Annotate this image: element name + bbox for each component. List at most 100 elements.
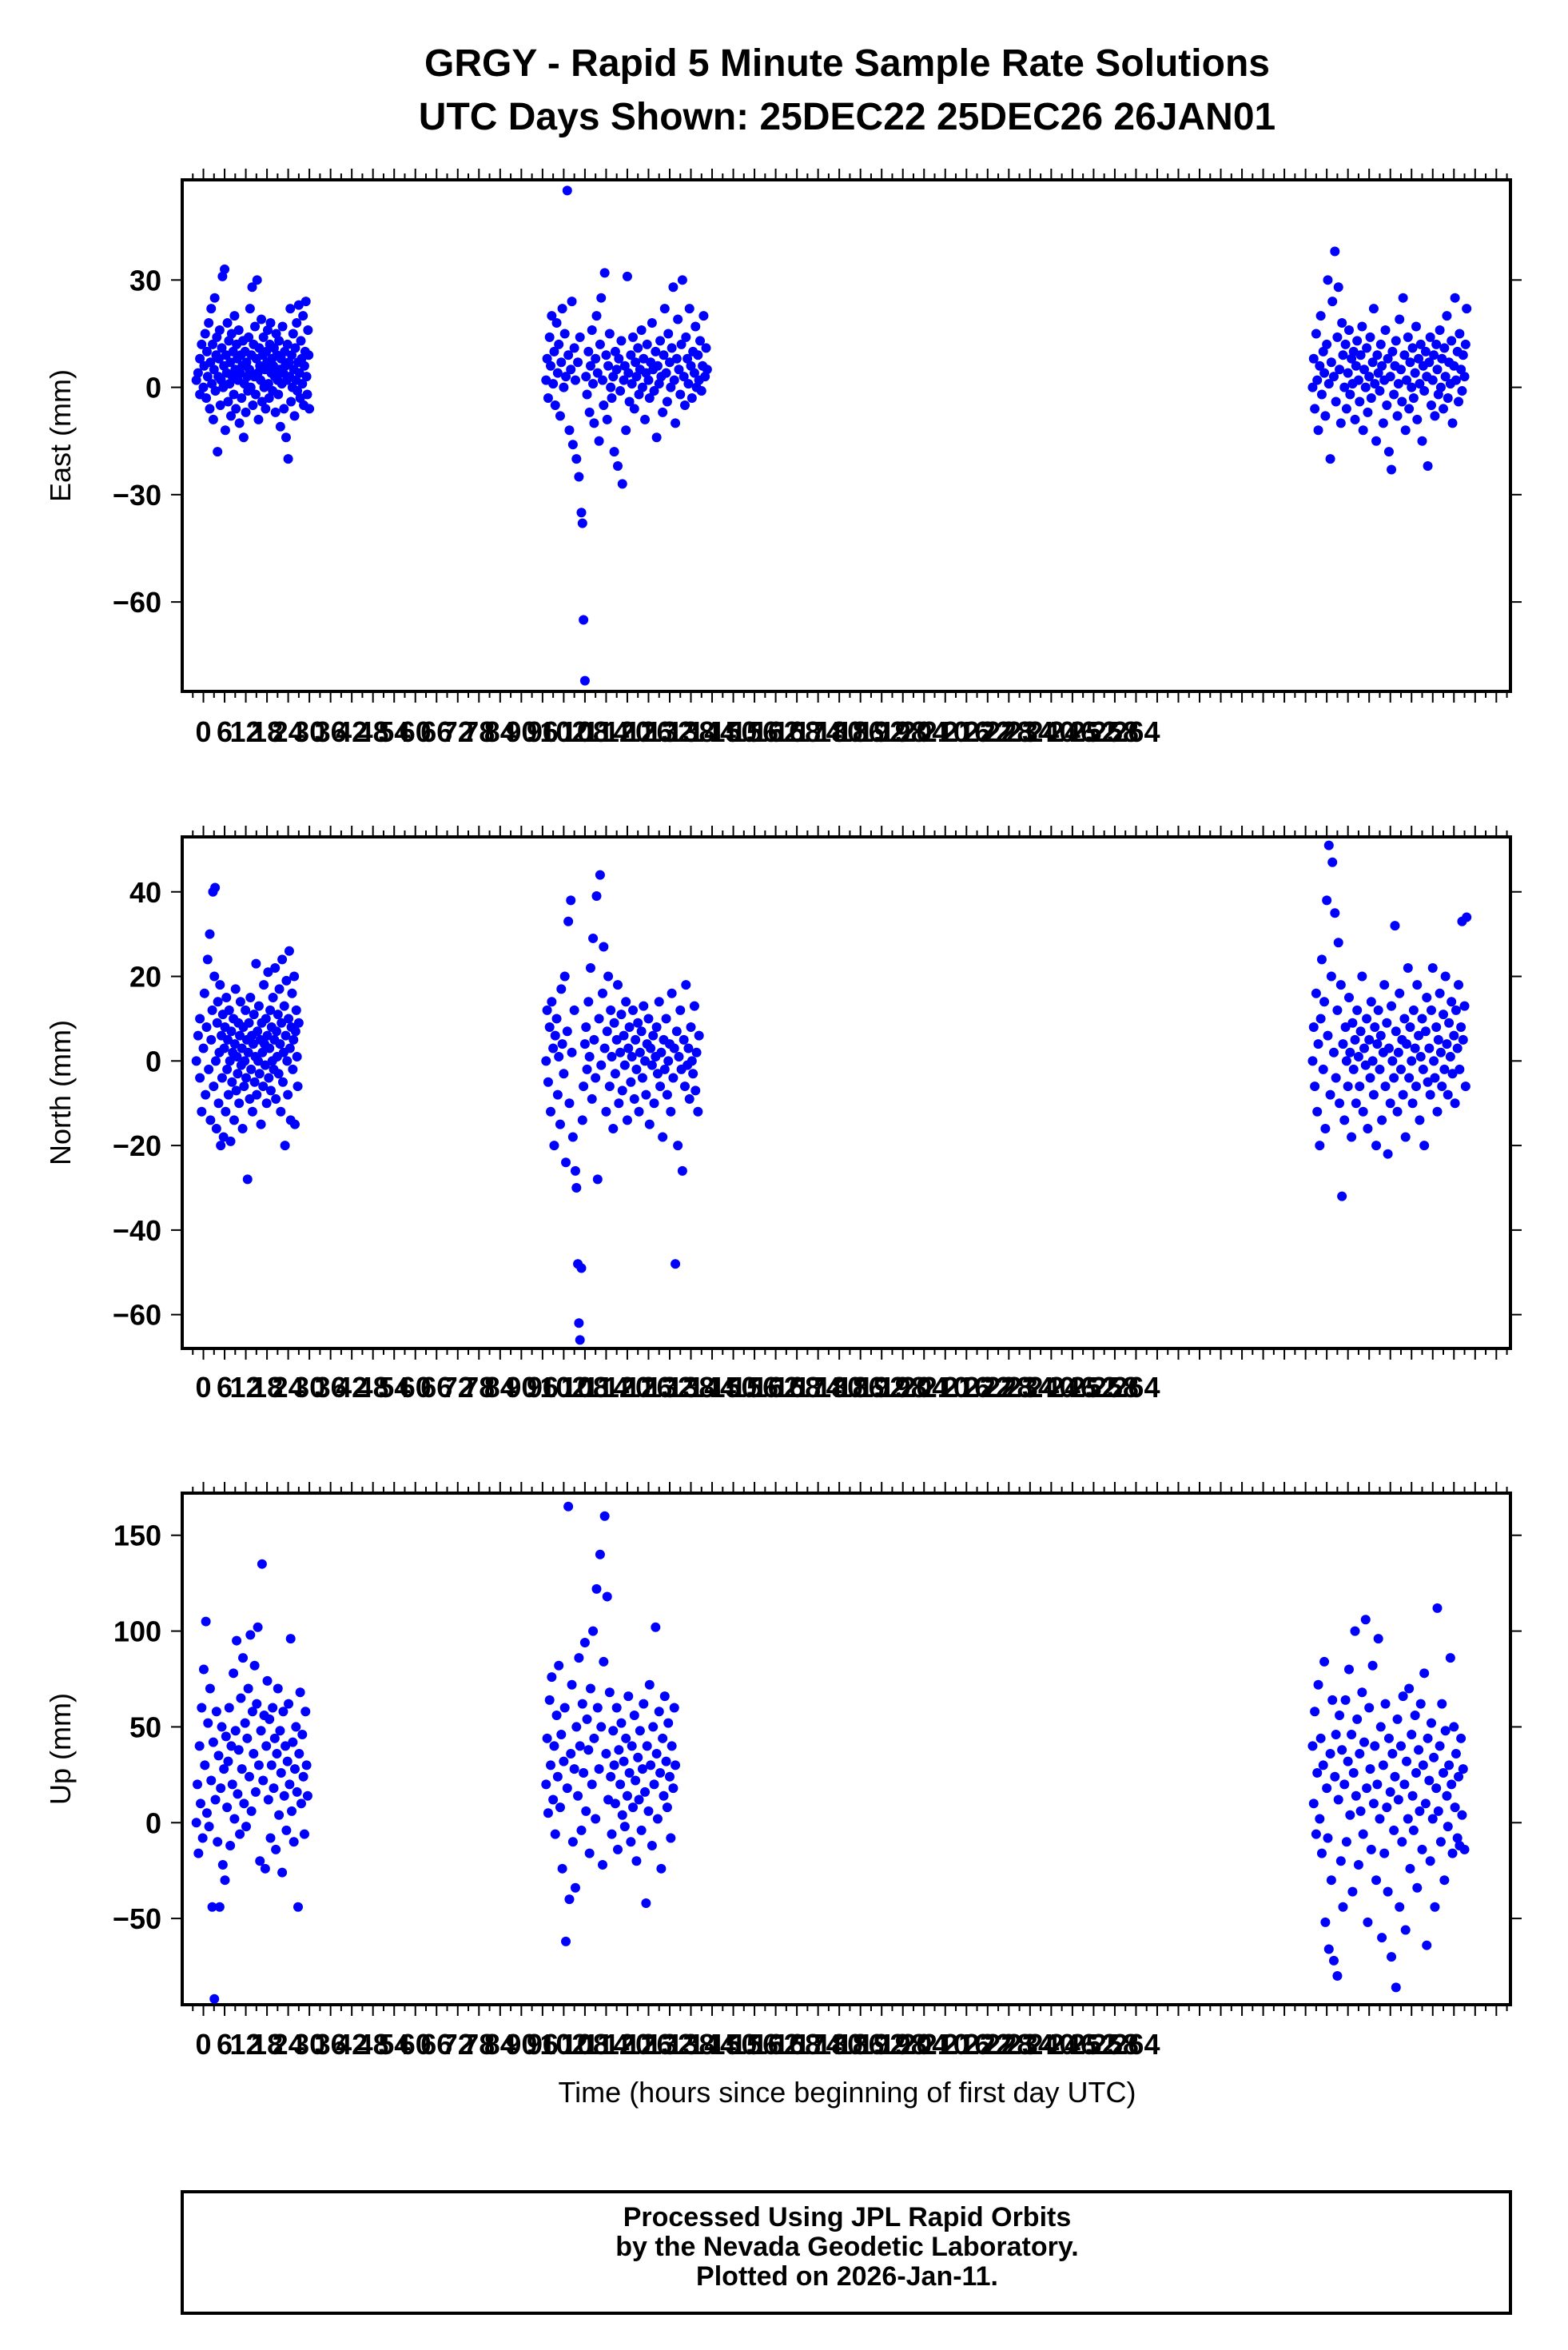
up-data-point (579, 1767, 589, 1778)
east-data-point (666, 382, 676, 392)
up-data-point (1400, 1925, 1411, 1935)
up-y-tick-label: 150 (113, 1520, 161, 1552)
north-data-point (652, 1069, 663, 1079)
north-data-point (253, 1056, 264, 1066)
north-data-point (1403, 962, 1413, 973)
up-data-point (569, 1764, 579, 1774)
east-data-point (292, 318, 302, 329)
up-data-point (654, 1707, 664, 1717)
east-data-point (210, 386, 221, 396)
east-data-point (1431, 339, 1442, 349)
north-data-point (1408, 1005, 1419, 1015)
east-data-point (554, 339, 564, 349)
east-data-point (258, 332, 269, 342)
up-data-point (1407, 1790, 1418, 1801)
north-data-point (198, 1043, 209, 1054)
east-data-point (584, 407, 595, 417)
up-data-point (562, 1783, 572, 1794)
east-data-point (1460, 339, 1470, 349)
up-data-point (555, 1802, 565, 1813)
north-data-point (631, 1034, 641, 1045)
north-data-point (1385, 1098, 1395, 1109)
east-data-point (225, 411, 236, 421)
up-data-point (300, 1707, 311, 1717)
up-data-point (210, 1794, 221, 1805)
north-data-point (1350, 1034, 1360, 1045)
north-data-point (277, 1018, 287, 1028)
east-data-point (668, 282, 679, 293)
north-data-point (1375, 1064, 1385, 1074)
north-data-point (225, 1056, 235, 1066)
up-data-point (663, 1718, 674, 1728)
north-data-point (284, 946, 294, 956)
up-y-tick-label: 100 (113, 1615, 161, 1648)
north-data-point (283, 1089, 293, 1100)
north-y-tick-label: 20 (129, 961, 161, 994)
east-data-point (1387, 464, 1397, 475)
east-data-point (1375, 339, 1386, 349)
north-data-point (1443, 1089, 1453, 1100)
north-y-tick-label: −20 (113, 1129, 161, 1162)
north-data-point (599, 942, 609, 952)
north-data-point (1427, 962, 1438, 973)
up-data-point (651, 1748, 662, 1759)
north-data-point (615, 1047, 626, 1058)
north-data-point (240, 1056, 250, 1066)
north-data-point (1375, 1030, 1386, 1041)
up-data-point (1391, 1982, 1401, 1993)
up-x-tick-label: 6 (217, 2028, 233, 2061)
north-data-point (1340, 1022, 1351, 1033)
east-x-tick-label: 120 (603, 715, 651, 748)
north-data-point (263, 967, 273, 978)
east-data-point (302, 389, 312, 400)
up-data-point (591, 1814, 601, 1824)
up-x-tick-label: 108 (561, 2028, 609, 2061)
east-data-point (1451, 375, 1461, 385)
north-data-point (221, 1106, 231, 1117)
north-data-point (694, 1030, 704, 1041)
north-data-point (275, 1039, 285, 1050)
east-data-point (296, 336, 306, 346)
north-data-point (232, 1052, 242, 1062)
east-data-point (696, 386, 706, 396)
north-x-tick-label: 150 (710, 1371, 758, 1404)
north-data-point (551, 1014, 562, 1024)
east-data-point (689, 368, 699, 378)
north-x-tick-label: 108 (561, 1371, 609, 1404)
north-data-point (1332, 1005, 1343, 1015)
east-data-point (640, 414, 651, 424)
north-x-tick-label: 12 (230, 1371, 262, 1404)
up-data-point (220, 1875, 230, 1886)
north-data-point (1380, 1081, 1391, 1092)
up-data-point (1335, 1856, 1346, 1866)
up-data-point (649, 1779, 659, 1790)
north-data-point (253, 1026, 263, 1037)
north-data-point (636, 1026, 647, 1037)
up-data-point (1370, 1741, 1380, 1751)
north-x-tick-label: 180 (815, 1371, 863, 1404)
north-data-point (669, 1043, 679, 1054)
up-data-point (629, 1711, 639, 1721)
north-data-point (1442, 1039, 1452, 1050)
north-data-point (549, 1141, 559, 1151)
north-data-point (562, 1026, 572, 1037)
up-data-point (643, 1806, 654, 1816)
east-data-point (575, 332, 585, 342)
north-x-tick-label: 18 (251, 1371, 283, 1404)
north-data-point (673, 1141, 683, 1151)
east-data-point (261, 346, 272, 356)
east-data-point (1352, 336, 1363, 346)
north-data-point (622, 1115, 632, 1125)
up-data-point (206, 1775, 217, 1786)
up-data-point (602, 1591, 612, 1602)
up-data-point (1315, 1733, 1326, 1743)
east-data-point (634, 389, 644, 400)
up-plot-frame (181, 1492, 1512, 2006)
up-x-tick-label: 126 (624, 2028, 672, 2061)
up-data-point (636, 1825, 647, 1835)
north-data-point (686, 1022, 696, 1033)
north-data-point (210, 882, 221, 893)
up-data-point (273, 1683, 283, 1694)
north-data-point (273, 1010, 283, 1020)
north-data-point (1418, 1064, 1428, 1074)
